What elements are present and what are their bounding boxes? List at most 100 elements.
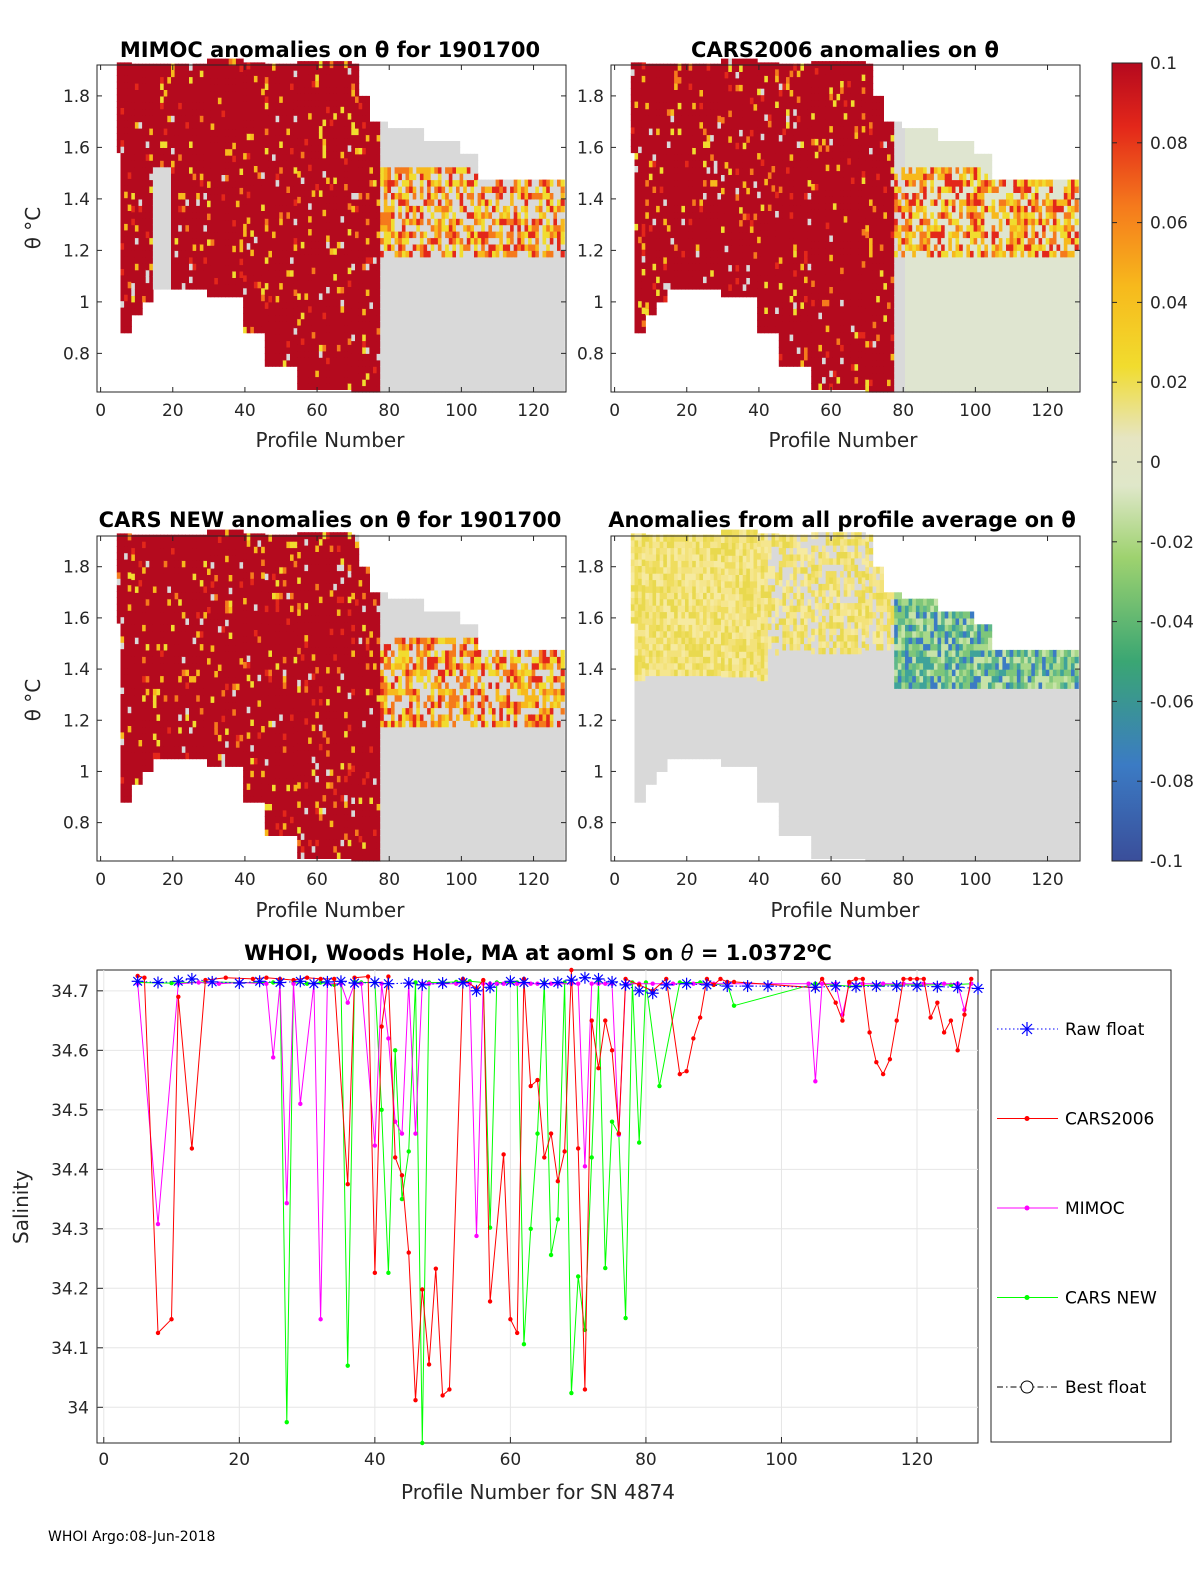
heat-cell (192, 153, 197, 161)
heat-cell (120, 216, 125, 224)
heat-cell (405, 289, 410, 296)
heat-cell (492, 321, 497, 329)
heat-cell (152, 83, 158, 90)
heat-cell (355, 70, 360, 78)
heat-cell (369, 121, 374, 129)
heat-cell (171, 256, 176, 264)
heat-cell (261, 113, 266, 121)
heat-cell (391, 166, 396, 174)
heat-cell (376, 237, 381, 245)
heat-cell (437, 314, 443, 322)
heat-cell (261, 255, 266, 263)
heat-cell (557, 263, 562, 271)
heat-cell (293, 205, 298, 213)
heat-cell (394, 276, 399, 284)
heat-cell (228, 219, 233, 227)
heat-cell (246, 262, 251, 269)
heat-cell (185, 153, 190, 161)
heat-cell (333, 331, 338, 339)
heat-cell (634, 281, 639, 289)
heat-cell (225, 238, 230, 246)
heat-cell (131, 276, 136, 284)
heat-cell (358, 153, 363, 161)
heat-cell (329, 357, 334, 365)
heat-cell (311, 138, 316, 146)
heat-cell (437, 237, 443, 245)
heat-cell (380, 224, 385, 232)
heat-cell (142, 134, 147, 142)
heat-cell (355, 385, 360, 393)
heat-cell (373, 237, 378, 245)
heat-cell (145, 147, 150, 155)
heat-cell (405, 141, 410, 148)
heat-cell (171, 218, 176, 226)
heat-cell (452, 231, 457, 239)
heat-cell (466, 256, 471, 264)
heat-cell (336, 234, 342, 242)
heat-cell (246, 268, 251, 276)
heat-cell (134, 250, 140, 258)
heat-cell (124, 107, 129, 115)
heat-cell (445, 186, 450, 193)
heat-cell (528, 269, 533, 277)
heat-cell (470, 308, 475, 316)
heat-cell (329, 247, 334, 255)
heat-cell (336, 222, 342, 230)
heat-cell (311, 86, 316, 94)
heat-cell (358, 141, 363, 148)
heat-cell (282, 147, 287, 155)
heat-cell (264, 198, 269, 206)
heat-cell (542, 379, 547, 387)
heat-cell (290, 243, 295, 251)
heat-cell (253, 94, 259, 102)
heat-cell (221, 97, 226, 105)
heat-cell (264, 301, 269, 309)
heat-cell (171, 108, 176, 116)
heat-cell (502, 211, 508, 219)
heat-cell (145, 121, 150, 129)
heat-cell (365, 289, 370, 296)
heat-cell (221, 271, 226, 278)
heat-cell (394, 237, 399, 245)
heat-cell (405, 372, 410, 380)
heat-cell (192, 211, 197, 219)
heat-cell (318, 344, 324, 352)
heat-cell (264, 70, 269, 78)
heat-cell (152, 218, 158, 226)
heat-cell (297, 196, 302, 204)
heat-cell (290, 121, 295, 129)
heat-cell (520, 263, 526, 271)
heat-cell (452, 269, 457, 277)
heat-cell (520, 224, 526, 232)
heat-cell (264, 314, 269, 322)
heat-cell (149, 76, 154, 84)
heat-cell (477, 211, 482, 219)
heat-cell (282, 153, 287, 161)
heat-cell (340, 144, 345, 152)
heat-cell (282, 115, 287, 123)
heat-cell (351, 243, 356, 251)
heat-cell (535, 276, 540, 284)
heat-cell (333, 234, 338, 242)
heat-cell (315, 131, 320, 139)
heat-cell (448, 276, 453, 284)
heat-cell (214, 148, 219, 156)
heat-cell (138, 128, 143, 136)
heat-cell (300, 260, 305, 268)
heat-cell (293, 70, 298, 78)
heat-cell (329, 344, 334, 352)
heat-cell (380, 385, 385, 393)
heat-cell (221, 219, 226, 227)
heat-cell (333, 74, 338, 81)
heat-cell (355, 289, 360, 296)
heat-cell (322, 299, 327, 307)
heat-cell (210, 174, 215, 182)
heat-cell (286, 243, 291, 251)
heat-cell (430, 256, 435, 264)
heat-cell (419, 224, 425, 232)
heat-cell (542, 353, 547, 361)
heat-cell (246, 223, 251, 231)
heat-cell (437, 301, 443, 309)
heat-cell (528, 237, 533, 245)
heat-cell (297, 119, 302, 127)
